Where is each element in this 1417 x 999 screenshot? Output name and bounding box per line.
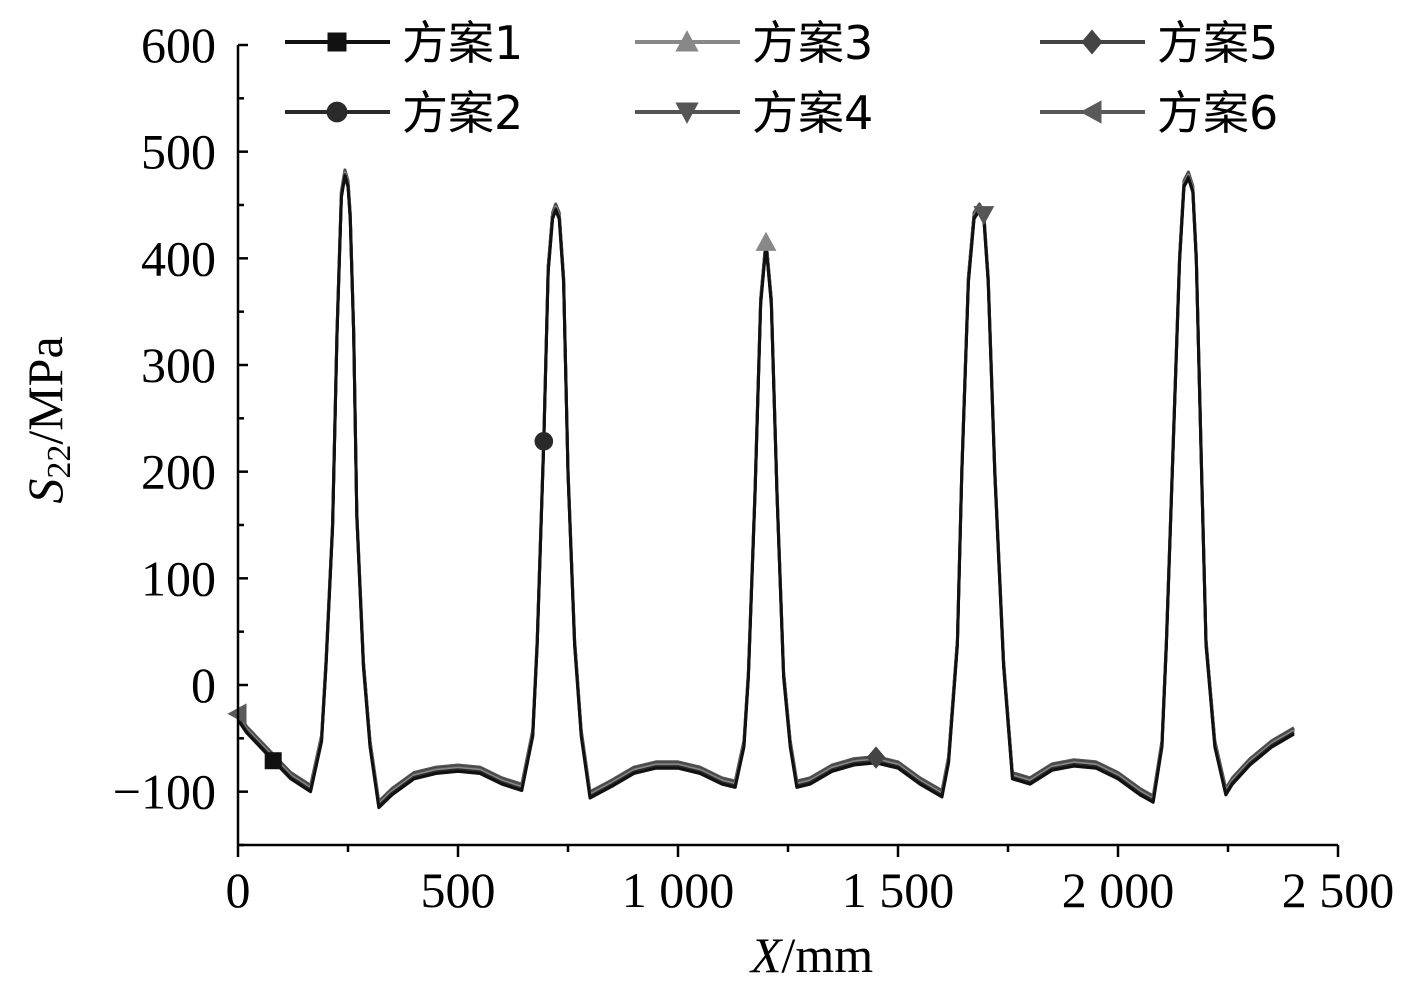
y-axis-title-unit: /MPa: [17, 336, 73, 444]
legend-marker: [326, 101, 348, 123]
legend-entry: 方案2: [285, 86, 523, 140]
legend: 方案1 方案2 方案3 方案4 方案5 方案6: [285, 16, 1278, 140]
legend-label: 方案2: [402, 86, 523, 140]
y-tick-label: 0: [191, 657, 216, 713]
x-tick-label: 2 500: [1282, 862, 1395, 918]
legend-marker: [1081, 29, 1103, 55]
series-line: [236, 168, 1295, 803]
y-tick-label: 500: [141, 124, 216, 180]
y-tick-label: −100: [113, 764, 216, 820]
x-axis-title-main: X: [749, 927, 784, 983]
y-tick-label: 400: [141, 230, 216, 286]
x-tick-label: 0: [226, 862, 251, 918]
x-tick-label: 1 000: [622, 862, 735, 918]
y-tick-label: 300: [141, 337, 216, 393]
series-line: [236, 169, 1295, 804]
series-marker: [264, 752, 282, 770]
legend-marker: [675, 30, 699, 52]
series-marker: [973, 206, 995, 226]
legend-label: 方案3: [752, 16, 873, 70]
legend-label: 方案4: [752, 86, 873, 140]
y-axis-title: S22/MPa: [17, 336, 78, 503]
legend-label: 方案6: [1157, 86, 1278, 140]
legend-label: 方案5: [1157, 16, 1278, 70]
y-axis-title-sub: 22: [41, 445, 78, 479]
legend-label: 方案1: [402, 16, 523, 70]
series-line: [236, 173, 1295, 808]
y-tick-label: 200: [141, 444, 216, 500]
legend-entry: 方案4: [635, 86, 873, 140]
legend-entry: 方案5: [1040, 16, 1278, 70]
ticks: [236, 43, 1340, 857]
x-tick-label: 2 000: [1062, 862, 1175, 918]
x-axis-title-unit: /mm: [781, 927, 873, 983]
series-line: [236, 174, 1295, 810]
legend-marker: [327, 32, 347, 52]
series-marker: [755, 231, 777, 251]
y-tick-label: 100: [141, 550, 216, 606]
series-marker: [534, 431, 554, 451]
x-tick-label: 1 500: [842, 862, 955, 918]
x-tick-label: 500: [421, 862, 496, 918]
series-line: [236, 170, 1295, 805]
legend-marker: [1080, 100, 1102, 124]
legend-marker: [675, 102, 699, 124]
legend-entry: 方案6: [1040, 86, 1278, 140]
series-lines: [227, 168, 1295, 810]
y-axis-title-main: S: [17, 479, 73, 504]
series-marker: [866, 746, 886, 769]
legend-entry: 方案1: [285, 16, 523, 70]
legend-entry: 方案3: [635, 16, 873, 70]
y-tick-label: 600: [141, 17, 216, 73]
x-axis-title: X/mm: [749, 927, 873, 983]
series-line: [236, 171, 1295, 806]
